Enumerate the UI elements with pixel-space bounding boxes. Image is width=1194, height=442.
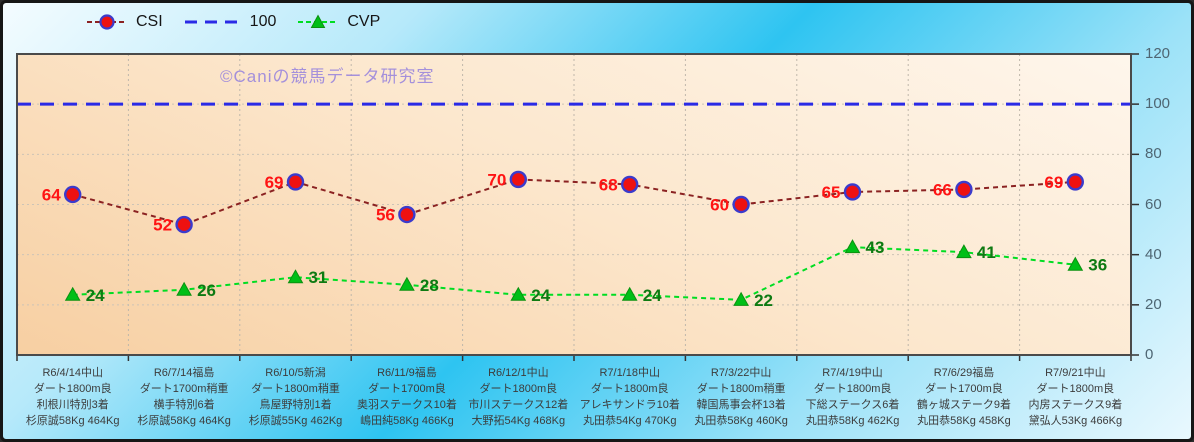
cvp-value-label: 41 [977, 243, 996, 262]
csi-marker [398, 205, 416, 224]
csi-marker [286, 173, 305, 191]
x-axis-label: R7/4/19中山 ダート1800m良 下総ステークス6着 丸田恭58Kg 46… [805, 367, 900, 427]
legend-label-cvp: CVP [347, 13, 381, 30]
csi-series: 64 52 69 56 70 68 60 65 66 69 [42, 170, 1085, 235]
reference-line-sample-icon [184, 20, 241, 24]
cvp-marker [733, 291, 749, 306]
plot-border [16, 53, 1132, 356]
csi-marker [64, 185, 82, 204]
legend-item-100: 100 [184, 13, 277, 31]
csi-marker [955, 180, 973, 199]
chart-legend: CSI 100 CVP [87, 8, 380, 36]
csi-value-label: 65 [822, 183, 841, 202]
csi-marker [509, 170, 527, 189]
y-axis-tick-label: 60 [1145, 195, 1162, 213]
csi-value-label: 56 [376, 206, 395, 225]
x-axis-label: R6/10/5新潟 ダート1800m稍重 鳥屋野特別1着 杉原誠55Kg 462… [248, 367, 343, 427]
y-axis-tick-label: 0 [1145, 346, 1154, 363]
csi-marker [1066, 173, 1085, 191]
cvp-value-label: 24 [643, 286, 662, 305]
csi-value-label: 60 [710, 196, 729, 215]
cvp-marker [64, 286, 81, 301]
y-axis-tick-label: 40 [1145, 245, 1162, 263]
x-axis-label: R6/11/9福島 ダート1700m良 奥羽ステークス10着 嶋田純58Kg 4… [356, 367, 457, 427]
cvp-marker [844, 239, 861, 254]
cvp-marker [510, 286, 527, 301]
y-axis-tick-label: 120 [1145, 45, 1171, 62]
csi-value-label: 70 [487, 170, 506, 189]
cvp-marker [621, 286, 638, 301]
x-axis-label: R7/3/22中山 ダート1800m稍重 韓国馬事会杯13着 丸田恭58Kg 4… [694, 367, 788, 427]
csi-marker [175, 215, 193, 234]
cvp-value-label: 24 [531, 286, 550, 305]
cvp-value-label: 24 [86, 286, 105, 305]
x-axis-label: R6/12/1中山 ダート1800m良 市川ステークス12着 大野拓54Kg 4… [468, 367, 569, 427]
cvp-marker [287, 269, 304, 284]
cvp-marker [1067, 256, 1084, 271]
cvp-marker [399, 276, 415, 291]
csi-value-label: 69 [1044, 173, 1063, 192]
x-axis-label: R6/7/14福島 ダート1700m稍重 横手特別6着 杉原誠58Kg 464K… [137, 367, 231, 427]
cvp-value-label: 22 [754, 291, 773, 310]
csi-value-label: 68 [599, 175, 618, 194]
csi-value-label: 52 [153, 216, 172, 235]
legend-item-cvp: CVP [298, 13, 380, 31]
cvp-marker [956, 244, 972, 259]
legend-item-csi: CSI [87, 13, 163, 31]
csi-marker [621, 175, 639, 194]
gridlines [17, 54, 1131, 355]
y-axis-tick-label: 80 [1145, 145, 1162, 163]
x-axis-label: R7/6/29福島 ダート1700m良 鶴ヶ城ステーク9着 丸田恭58Kg 45… [916, 367, 1012, 427]
axis-ticks [16, 53, 1139, 361]
x-axis-label: R7/9/21中山 ダート1800m良 内房ステークス9着 黛弘人53Kg 46… [1028, 367, 1123, 427]
plot-svg: 24 26 31 28 24 24 22 43 41 36 64 52 69 56 70 68 60 65 66 69 [16, 53, 1139, 361]
csi-line-sample-icon [87, 14, 127, 30]
cvp-marker [176, 281, 192, 296]
cvp-line-sample-icon [298, 14, 339, 28]
cvp-value-label: 31 [309, 268, 328, 287]
watermark: ©Caniの競馬データ研究室 [220, 67, 435, 86]
csi-value-label: 69 [265, 173, 284, 192]
legend-label-100: 100 [249, 13, 277, 30]
csi-value-label: 64 [42, 185, 61, 204]
cvp-value-label: 26 [197, 281, 216, 300]
x-axis: R6/4/14中山 ダート1800m良 利根川特別3着 杉原誠58Kg 464K… [17, 365, 1131, 429]
cvp-value-label: 28 [420, 276, 439, 295]
legend-label-csi: CSI [136, 13, 163, 30]
y-axis-tick-label: 20 [1145, 295, 1162, 313]
y-axis-tick-label: 100 [1145, 95, 1171, 113]
cvp-series: 24 26 31 28 24 24 22 43 41 36 [64, 238, 1107, 310]
csi-value-label: 66 [933, 180, 952, 199]
x-axis-label: R7/1/18中山 ダート1800m良 アレキサンドラ10着 丸田恭54Kg 4… [579, 367, 680, 427]
cvp-value-label: 36 [1088, 256, 1107, 275]
x-axis-label: R6/4/14中山 ダート1800m良 利根川特別3着 杉原誠58Kg 464K… [25, 367, 120, 427]
csi-marker [843, 183, 862, 201]
csi-marker [732, 195, 750, 214]
cvp-value-label: 43 [866, 238, 885, 257]
